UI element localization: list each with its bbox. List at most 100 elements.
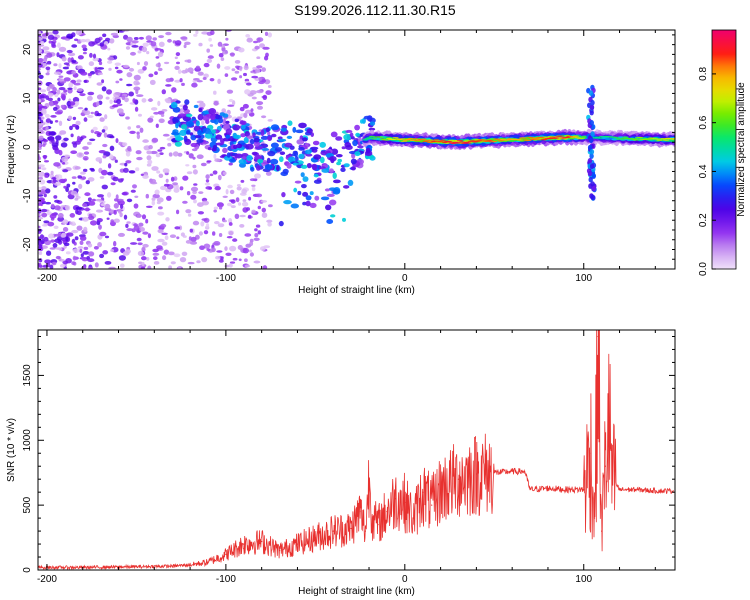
noise-blob xyxy=(198,42,203,47)
noise-blob xyxy=(134,106,139,112)
noise-blob xyxy=(90,129,95,134)
noise-blob xyxy=(161,241,168,246)
noise-blob xyxy=(104,114,108,120)
noise-blob xyxy=(38,141,41,147)
noise-blob xyxy=(235,197,240,203)
noise-blob xyxy=(63,178,67,182)
noise-blob xyxy=(90,220,98,226)
noise-blob xyxy=(134,195,139,198)
snr-data-point xyxy=(604,465,606,467)
noise-blob xyxy=(214,158,221,163)
noise-blob xyxy=(52,146,59,151)
noise-blob xyxy=(157,67,163,72)
noise-blob xyxy=(43,193,47,198)
band-blob xyxy=(298,122,307,129)
noise-blob xyxy=(54,111,63,115)
noise-blob xyxy=(137,250,144,256)
noise-blob xyxy=(98,61,103,66)
noise-blob xyxy=(94,262,99,268)
noise-blob xyxy=(72,248,80,253)
colorbar-tick-label: 0.6 xyxy=(698,115,709,129)
noise-blob xyxy=(199,245,205,250)
noise-blob xyxy=(181,82,185,86)
noise-blob xyxy=(101,169,108,176)
spike-blob xyxy=(588,183,593,189)
noise-blob xyxy=(63,137,69,141)
noise-blob xyxy=(197,71,204,76)
noise-blob xyxy=(113,209,117,215)
noise-blob xyxy=(70,190,78,196)
noise-blob xyxy=(38,262,41,269)
noise-blob xyxy=(118,255,126,261)
band-blob xyxy=(313,179,322,184)
noise-blob xyxy=(146,51,150,55)
noise-blob xyxy=(166,195,172,201)
noise-blob xyxy=(42,143,46,147)
snr-data-point xyxy=(475,473,477,475)
noise-blob xyxy=(65,236,69,242)
noise-blob xyxy=(193,78,200,81)
noise-blob xyxy=(212,170,218,175)
noise-blob xyxy=(179,78,183,83)
ridge-blob xyxy=(662,139,670,141)
noise-blob xyxy=(224,73,229,77)
noise-blob xyxy=(118,232,125,237)
noise-blob xyxy=(105,37,111,42)
top-y-tick-label: -10 xyxy=(22,188,33,203)
band-blob xyxy=(287,120,293,126)
band-blob xyxy=(266,157,271,164)
noise-blob xyxy=(61,232,66,238)
noise-blob xyxy=(221,108,226,113)
noise-blob xyxy=(88,201,96,206)
noise-blob xyxy=(80,71,88,76)
noise-blob xyxy=(76,225,83,231)
noise-blob xyxy=(73,241,77,246)
noise-blob xyxy=(72,142,78,148)
noise-blob xyxy=(228,263,233,268)
noise-blob xyxy=(69,221,73,225)
band-blob xyxy=(314,195,320,201)
noise-blob xyxy=(128,91,134,97)
snr-plot-background xyxy=(38,330,675,570)
band-blob xyxy=(267,135,273,142)
noise-blob xyxy=(146,155,152,161)
noise-blob xyxy=(249,241,254,247)
noise-blob xyxy=(222,219,227,223)
noise-blob xyxy=(256,101,264,106)
ridge-blob xyxy=(441,141,449,144)
noise-blob xyxy=(257,205,261,210)
chart-title: S199.2026.112.11.30.R15 xyxy=(294,2,456,18)
noise-blob xyxy=(159,146,166,150)
noise-blob xyxy=(80,253,84,258)
band-blob xyxy=(350,166,356,171)
noise-blob xyxy=(147,98,154,102)
noise-blob xyxy=(95,101,100,107)
band-blob xyxy=(326,219,334,224)
noise-blob xyxy=(44,160,49,163)
noise-blob xyxy=(253,260,261,264)
noise-blob xyxy=(197,211,204,215)
noise-blob xyxy=(53,225,59,229)
noise-blob xyxy=(251,186,256,192)
noise-blob xyxy=(62,162,66,165)
band-blob xyxy=(270,158,279,165)
spike-blob xyxy=(589,109,594,116)
noise-blob xyxy=(244,233,252,237)
band-blob xyxy=(198,108,203,113)
band-blob xyxy=(175,136,184,142)
noise-blob xyxy=(42,224,48,227)
noise-blob xyxy=(145,205,153,208)
noise-blob xyxy=(85,207,90,212)
noise-blob xyxy=(155,63,161,68)
noise-blob xyxy=(256,65,263,69)
noise-blob xyxy=(127,145,132,152)
noise-blob xyxy=(251,184,256,187)
noise-blob xyxy=(77,246,84,249)
noise-blob xyxy=(71,59,77,64)
noise-blob xyxy=(92,53,97,59)
noise-blob xyxy=(169,234,177,238)
noise-blob xyxy=(54,238,62,244)
ridge-blob xyxy=(362,139,369,141)
noise-blob xyxy=(239,214,246,218)
noise-blob xyxy=(157,51,164,58)
